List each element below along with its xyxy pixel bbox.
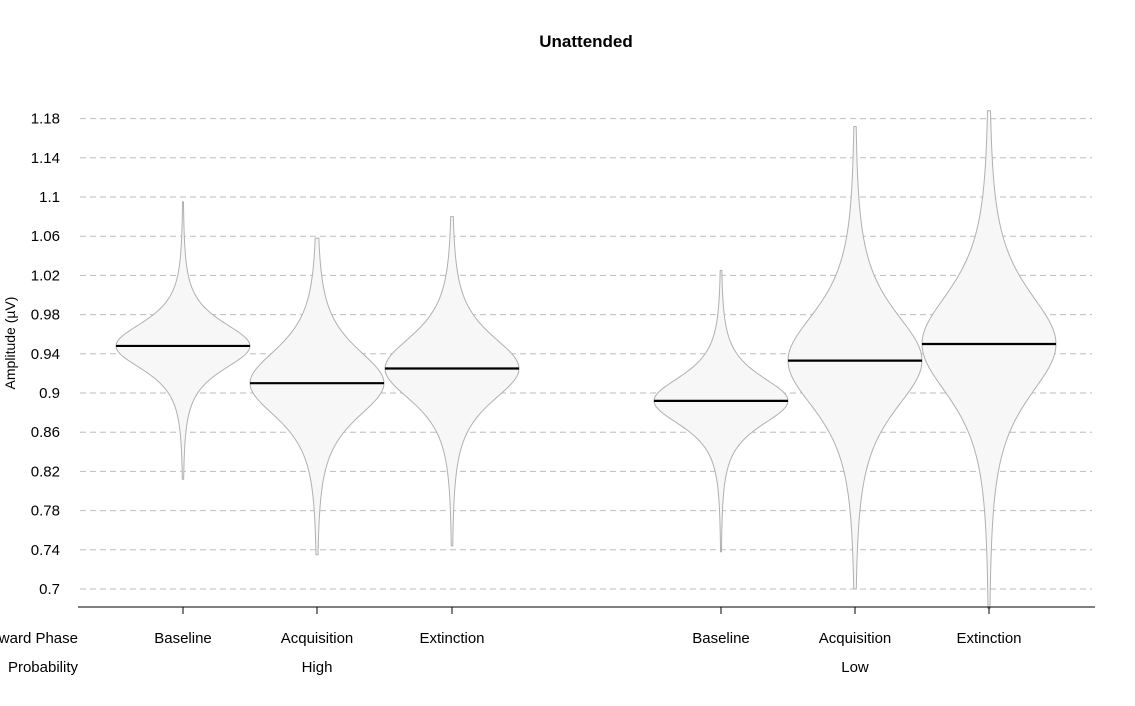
x-tick-labels: Baseline Acquisition Extinction High Baselin…: [154, 607, 1022, 676]
y-tick-label: 0.74: [31, 542, 60, 559]
x-tick-label: Baseline: [154, 630, 212, 647]
violin-high-baseline: [115, 201, 251, 480]
row-label-probability: Probability: [8, 659, 79, 676]
row-label-phase: Reward Phase: [0, 630, 78, 647]
violin-low-extinction: [921, 110, 1057, 610]
x-tick-label: Acquisition: [819, 630, 892, 647]
group-label: High: [302, 659, 333, 676]
y-tick-label: 0.86: [31, 424, 60, 441]
chart-title: Unattended: [539, 32, 633, 51]
violin-shape: [653, 270, 789, 553]
violins: [115, 110, 1057, 610]
violin-high-extinction: [384, 216, 520, 547]
y-tick-label: 1.14: [31, 150, 60, 167]
violin-low-baseline: [653, 270, 789, 553]
y-tick-label: 0.9: [39, 385, 60, 402]
y-tick-label: 1.1: [39, 189, 60, 206]
violin-shape: [787, 125, 923, 590]
x-tick-label: Acquisition: [281, 630, 354, 647]
y-tick-label: 1.02: [31, 267, 60, 284]
x-tick-label: Baseline: [692, 630, 750, 647]
y-tick-label: 0.94: [31, 346, 60, 363]
violin-shape: [921, 110, 1057, 610]
y-tick-label: 0.82: [31, 463, 60, 480]
y-tick-label: 0.98: [31, 307, 60, 324]
x-tick-label: Extinction: [956, 630, 1021, 647]
y-tick-label: 1.18: [31, 111, 60, 128]
y-tick-label: 0.78: [31, 503, 60, 520]
violin-high-acquisition: [249, 237, 385, 556]
violin-shape: [384, 216, 520, 547]
y-tick-label: 1.06: [31, 228, 60, 245]
violin-low-acquisition: [787, 125, 923, 590]
y-axis-label: Amplitude (µV): [2, 297, 18, 390]
group-label: Low: [841, 659, 869, 676]
violin-shape: [249, 237, 385, 556]
y-tick-labels: 0.7 0.74 0.78 0.82 0.86 0.9 0.94 0.98 1.02 1.06 1.…: [31, 111, 60, 598]
violin-shape: [115, 201, 251, 480]
x-tick-label: Extinction: [419, 630, 484, 647]
y-tick-label: 0.7: [39, 581, 60, 598]
